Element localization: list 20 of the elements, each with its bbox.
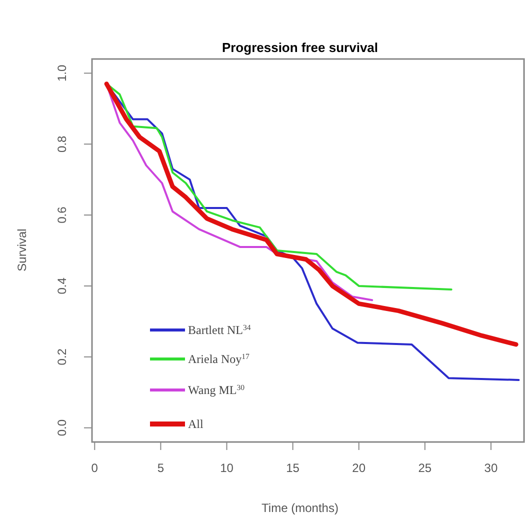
y-axis-title: Survival [15, 228, 29, 272]
y-tick-label: 0.6 [55, 206, 69, 224]
legend-label: All [188, 417, 204, 431]
x-axis-title: Time (months) [262, 501, 338, 515]
x-tick-label: 15 [286, 461, 300, 475]
legend-label: Ariela Noy$^{17}$ [188, 352, 250, 366]
y-tick-label: 1.0 [55, 64, 69, 82]
chart-title: Progression free survival [222, 40, 378, 55]
y-tick-label: 0.0 [55, 419, 69, 436]
x-tick-label: 10 [220, 461, 234, 475]
legend-label: Wang ML$^{30}$ [188, 382, 245, 397]
y-tick-label: 0.8 [55, 135, 69, 152]
x-tick-label: 0 [91, 461, 98, 475]
y-tick-label: 0.2 [55, 348, 69, 366]
x-tick-label: 5 [157, 461, 164, 475]
x-tick-label: 20 [352, 461, 366, 475]
x-tick-label: 25 [418, 461, 432, 475]
y-tick-label: 0.4 [55, 277, 69, 294]
x-tick-label: 30 [484, 461, 498, 475]
legend-label: Bartlett NL$^{34}$ [188, 322, 251, 337]
